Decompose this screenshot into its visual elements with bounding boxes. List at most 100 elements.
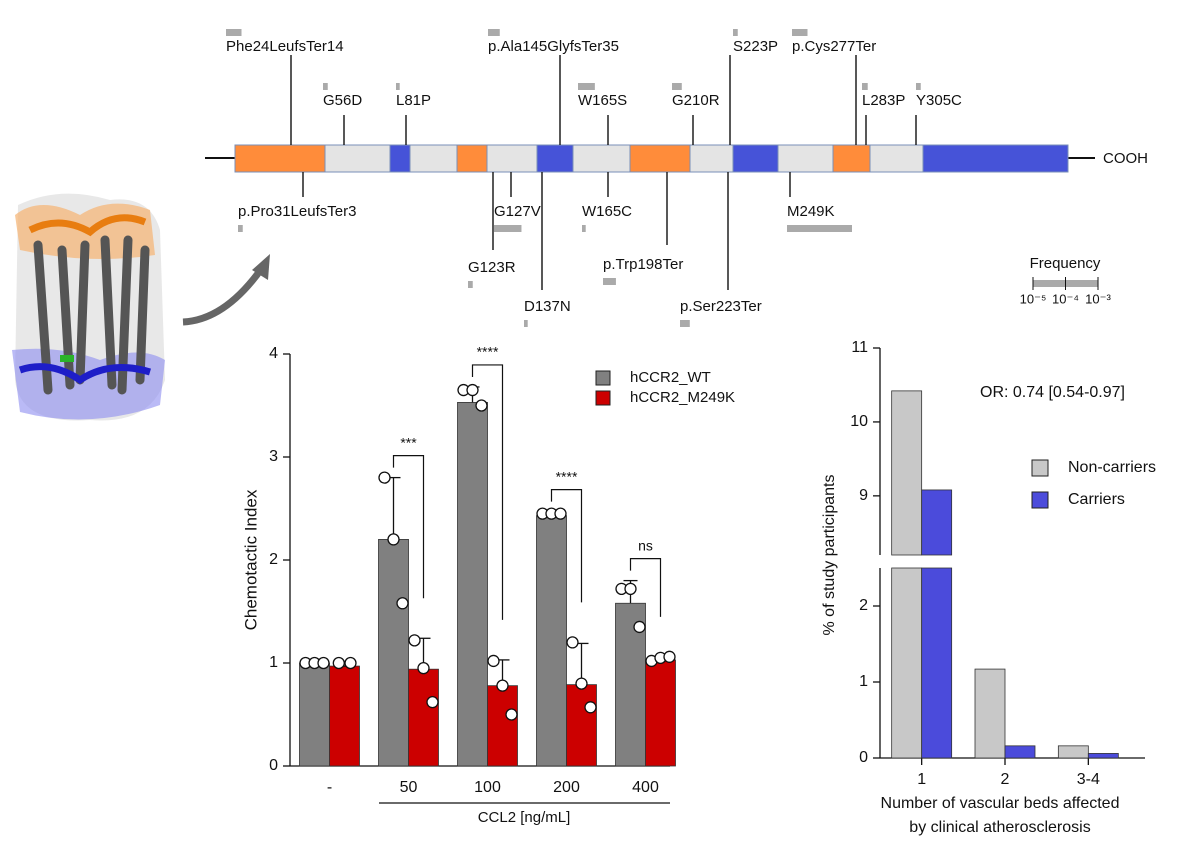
significance-bracket [550,488,583,603]
frequency-tick-label: 10⁻³ [1085,291,1111,306]
mutation-label: S223P [733,38,778,55]
data-point [624,582,637,595]
frequency-bar [787,225,852,232]
domain [629,144,691,173]
significance-bracket [629,558,662,617]
mutation-label: p.Ser223Ter [680,298,762,315]
frequency-bar [672,83,682,90]
domain [732,144,779,173]
frequency-bar [578,83,595,90]
mutation-label: G123R [468,259,516,276]
frequency-title: Frequency [1030,255,1101,272]
mutation-label: L283P [862,92,905,109]
x-tick-label: 100 [474,779,501,796]
bar-upper-part [891,390,923,556]
bar-lower-part [891,567,923,759]
domain [832,144,871,173]
arrow-head [252,254,270,280]
bar [299,662,330,767]
data-point [317,656,330,670]
legend-label: hCCR2_M249K [630,389,735,406]
legend-swatch [595,390,611,406]
data-point [396,597,409,610]
data-point [487,654,500,668]
frequency-bar [862,83,868,90]
frequency-bar [603,278,616,285]
y-axis-label: Chemotactic Index [241,489,260,630]
domain [922,144,1069,173]
x-tick-label: 1 [917,771,926,788]
x-axis-label: by clinical atherosclerosis [909,819,1090,836]
bar [1087,753,1119,759]
y-tick-label: 10 [850,413,868,430]
x-tick-label: 50 [400,779,418,796]
data-point [584,701,597,714]
data-point [466,383,479,397]
y-axis-label: % of study participants [821,475,838,636]
y-tick-label: 4 [269,345,278,362]
mutation-label: p.Pro31LeufsTer3 [238,203,356,220]
frequency-bar [396,83,400,90]
legend-swatch [1031,491,1049,509]
significance-label: *** [400,434,417,450]
data-point [417,662,430,675]
bar [1004,745,1036,759]
data-point [633,620,646,634]
domain [234,144,326,173]
frequency-bar [680,320,690,327]
data-point [575,677,588,690]
frequency-tick-label: 10⁻⁵ [1020,291,1047,306]
legend-label: Non-carriers [1068,459,1156,476]
x-axis-label: Number of vascular beds affected [881,795,1120,812]
domains [234,144,1069,173]
annotation: OR: 0.74 [0.54-0.97] [980,384,1125,401]
frequency-bar [582,225,586,232]
end-label: COOH [1103,150,1148,167]
frequency-bar [524,320,528,327]
significance-label: ns [638,537,653,553]
mutation-label: W165C [582,203,632,220]
data-point [663,650,676,663]
frequency-bar [733,29,738,36]
mutation-label: G56D [323,92,362,109]
frequency-bar [494,225,522,232]
data-point [344,656,357,670]
y-tick-label: 0 [859,749,868,766]
data-point [332,656,345,670]
frequency-bar [792,29,808,36]
domain [409,144,458,173]
domain [572,144,631,173]
mutation-label: M249K [787,203,835,220]
data-point [554,507,567,520]
mutation-label: p.Cys277Ter [792,38,876,55]
x-tick-label: - [327,779,332,796]
frequency-bar [488,29,500,36]
mutation-label: Y305C [916,92,962,109]
y-tick-label: 1 [859,673,868,690]
bar [408,668,439,767]
bar-upper-part [921,489,953,556]
data-point [387,533,400,546]
mutation-label: G127V [494,203,541,220]
data-point [505,708,518,721]
x-tick-label: 2 [1001,771,1010,788]
legend-swatch [1031,459,1049,477]
mutation-label: p.Ala145GlyfsTer35 [488,38,619,55]
legend-swatch [595,370,611,386]
y-tick-label: 2 [859,597,868,614]
mutation-label: p.Trp198Ter [603,256,683,273]
frequency-tick-label: 10⁻⁴ [1052,291,1079,306]
significance-label: **** [556,468,578,484]
significance-bracket [471,364,504,620]
bar [974,668,1006,759]
mutation-label: G210R [672,92,720,109]
y-tick-label: 0 [269,757,278,774]
domain [389,144,411,173]
legend-label: Carriers [1068,491,1125,508]
x-tick-label: 400 [632,779,659,796]
domain [486,144,538,173]
bar [487,685,518,767]
bar-lower-part [921,567,953,759]
significance-label: **** [477,344,499,360]
